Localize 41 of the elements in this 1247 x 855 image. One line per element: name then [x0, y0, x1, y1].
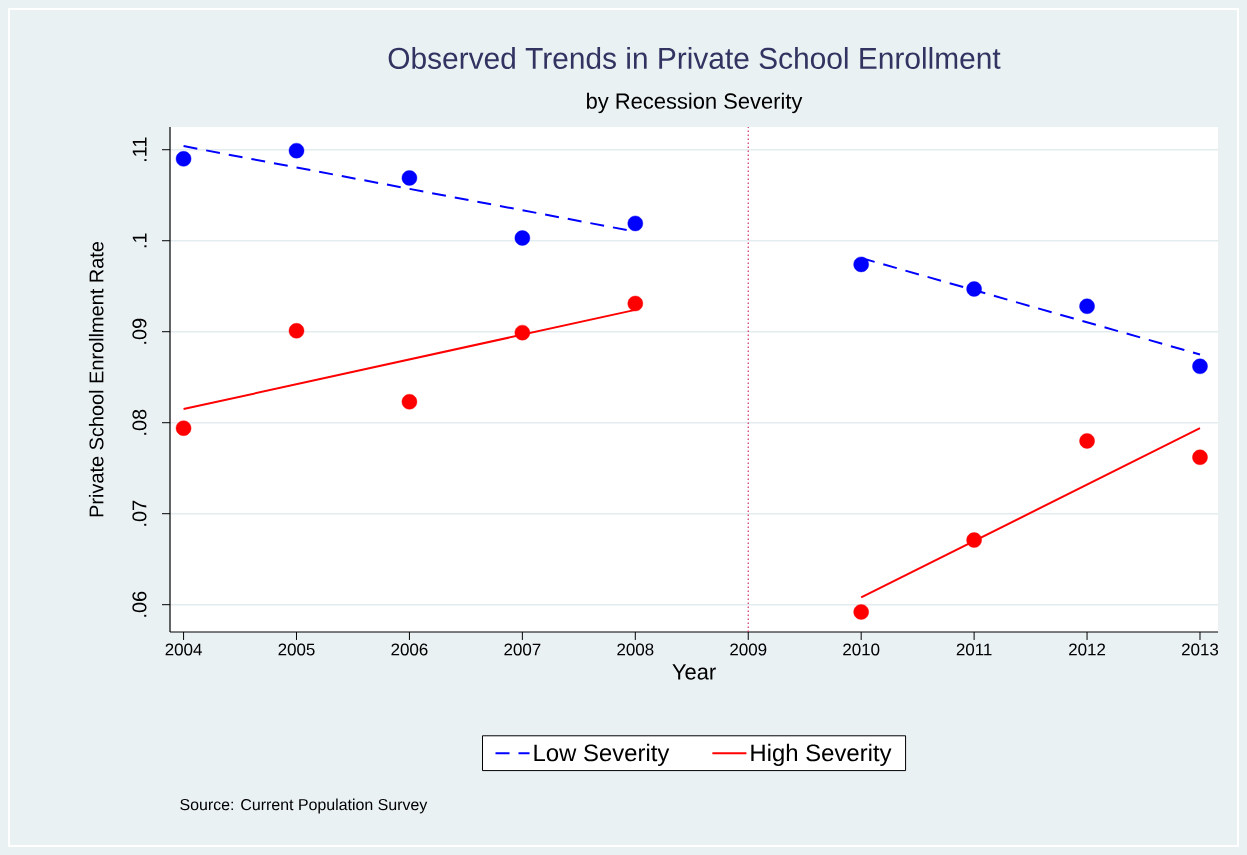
- point: [401, 170, 418, 186]
- y-tick-label: .08: [132, 409, 147, 435]
- x-tick-label: 2005: [278, 643, 315, 656]
- x-tick-label: 2004: [165, 643, 202, 656]
- point: [853, 604, 869, 620]
- x-tick-label: 2011: [956, 643, 992, 656]
- point: [966, 532, 982, 548]
- y-tick-label: .06: [132, 591, 147, 617]
- x-tick-label: 2010: [843, 643, 880, 656]
- x-tick-label: 2006: [391, 643, 428, 656]
- x-tick-label: 2009: [730, 643, 767, 656]
- point: [627, 215, 644, 232]
- chart-title: Observed Trends in Private School Enrollment: [388, 47, 1001, 69]
- point: [401, 394, 418, 410]
- point: [175, 420, 192, 436]
- y-axis-title: Private School Enrollment Rate: [88, 241, 104, 517]
- point: [288, 323, 305, 339]
- legend-label: High Severity: [751, 743, 892, 767]
- x-axis-title: Year: [672, 664, 716, 680]
- point: [175, 151, 192, 167]
- x-tick-label: 2008: [617, 643, 654, 656]
- x-tick-label: 2012: [1069, 643, 1106, 656]
- point: [1192, 449, 1208, 465]
- legend-label: Low Severity: [534, 743, 670, 767]
- point: [627, 295, 644, 312]
- point: [853, 256, 869, 273]
- y-tick-label: .07: [132, 500, 147, 526]
- y-tick-label: .11: [132, 137, 147, 162]
- point: [1079, 433, 1095, 449]
- y-tick-label: .09: [132, 318, 147, 344]
- x-tick-label: 2013: [1182, 643, 1219, 656]
- point: [288, 142, 305, 159]
- source-note: Source: Current Population Survey: [180, 798, 428, 814]
- point: [1079, 298, 1095, 314]
- chart-subtitle: by Recession Severity: [586, 92, 803, 114]
- point: [1192, 358, 1208, 374]
- point: [514, 230, 531, 246]
- point: [966, 281, 982, 297]
- y-tick-label: .1: [132, 233, 147, 248]
- x-tick-label: 2007: [504, 643, 541, 656]
- point: [514, 324, 531, 341]
